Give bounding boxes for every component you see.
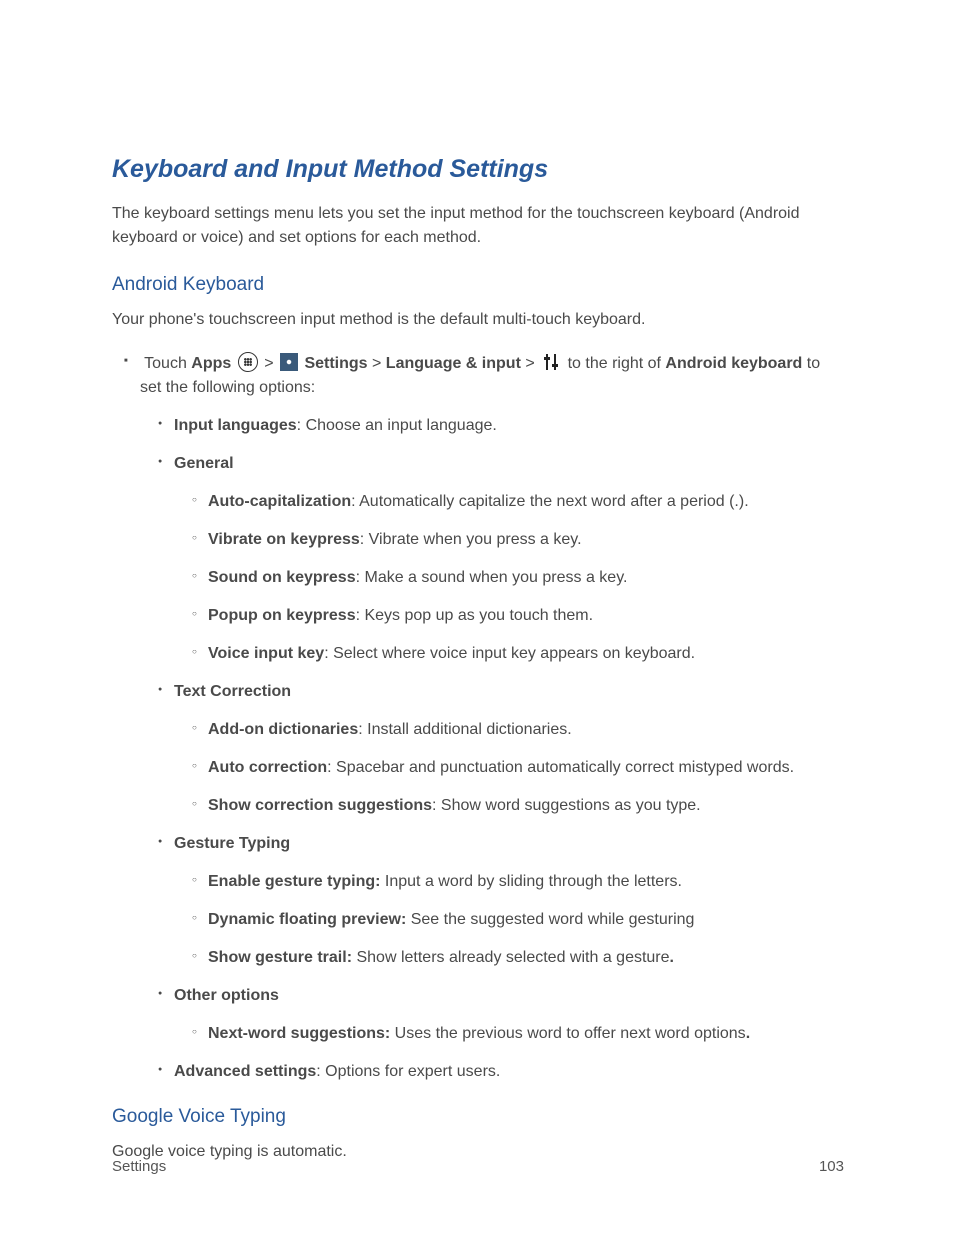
apps-icon — [238, 352, 258, 372]
footer-page-number: 103 — [819, 1158, 844, 1175]
page-footer: Settings 103 — [112, 1158, 844, 1175]
list-item: Voice input key: Select where voice inpu… — [208, 642, 844, 666]
apps-label: Apps — [191, 355, 231, 372]
page-title: Keyboard and Input Method Settings — [112, 155, 844, 184]
settings-label: Settings — [304, 355, 367, 372]
language-input-label: Language & input — [386, 355, 521, 372]
list-item: Advanced settings: Options for expert us… — [174, 1060, 844, 1084]
list-item: Input languages: Choose an input languag… — [174, 414, 844, 438]
settings-icon — [280, 353, 298, 371]
list-item: Add-on dictionaries: Install additional … — [208, 718, 844, 742]
instruction-step: Touch Apps > Settings > Language & input… — [140, 352, 844, 1084]
list-item: Enable gesture typing: Input a word by s… — [208, 870, 844, 894]
section-android-heading: Android Keyboard — [112, 274, 844, 296]
list-item: Auto-capitalization: Automatically capit… — [208, 490, 844, 514]
list-item: Sound on keypress: Make a sound when you… — [208, 566, 844, 590]
intro-text: The keyboard settings menu lets you set … — [112, 202, 844, 250]
sliders-icon — [541, 352, 561, 372]
section-android-intro: Your phone's touchscreen input method is… — [112, 308, 844, 332]
section-google-heading: Google Voice Typing — [112, 1106, 844, 1128]
list-item: Show gesture trail: Show letters already… — [208, 946, 844, 970]
list-item: Other options Next-word suggestions: Use… — [174, 984, 844, 1046]
footer-section-label: Settings — [112, 1158, 166, 1175]
list-item: General Auto-capitalization: Automatical… — [174, 452, 844, 666]
android-keyboard-label: Android keyboard — [665, 355, 802, 372]
list-item: Vibrate on keypress: Vibrate when you pr… — [208, 528, 844, 552]
list-item: Show correction suggestions: Show word s… — [208, 794, 844, 818]
list-item: Popup on keypress: Keys pop up as you to… — [208, 604, 844, 628]
list-item: Next-word suggestions: Uses the previous… — [208, 1022, 844, 1046]
list-item: Text Correction Add-on dictionaries: Ins… — [174, 680, 844, 818]
list-item: Gesture Typing Enable gesture typing: In… — [174, 832, 844, 970]
list-item: Dynamic floating preview: See the sugges… — [208, 908, 844, 932]
list-item: Auto correction: Spacebar and punctuatio… — [208, 756, 844, 780]
